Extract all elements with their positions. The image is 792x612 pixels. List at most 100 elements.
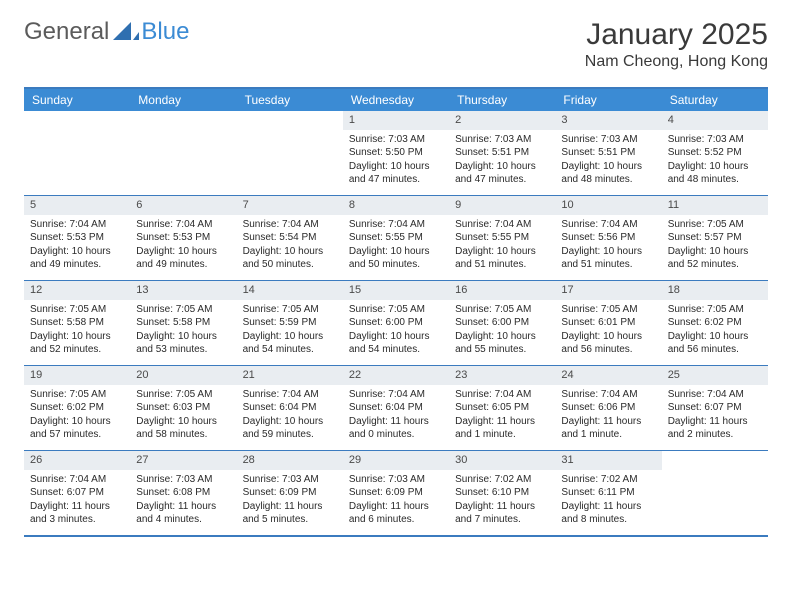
- day-details: Sunrise: 7:03 AMSunset: 6:09 PMDaylight:…: [343, 472, 449, 531]
- day-number: 17: [555, 281, 661, 300]
- day-details: Sunrise: 7:04 AMSunset: 5:54 PMDaylight:…: [237, 217, 343, 276]
- day-number: 24: [555, 366, 661, 385]
- day-cell: 20 Sunrise: 7:05 AMSunset: 6:03 PMDayligh…: [130, 366, 236, 450]
- day-cell: 9Sunrise: 7:04 AMSunset: 5:55 PMDaylight…: [449, 196, 555, 280]
- sunset-line: Sunset: 5:55 PM: [349, 231, 443, 245]
- day-cell: 26Sunrise: 7:04 AMSunset: 6:07 PMDayligh…: [24, 451, 130, 535]
- header: General Blue January 2025 Nam Cheong, Ho…: [24, 18, 768, 71]
- day-details: Sunrise: 7:05 AMSunset: 6:03 PMDaylight:…: [130, 387, 236, 446]
- day-number: 9: [449, 196, 555, 215]
- day-cell: 7Sunrise: 7:04 AMSunset: 5:54 PMDaylight…: [237, 196, 343, 280]
- day-details: Sunrise: 7:04 AMSunset: 6:04 PMDaylight:…: [237, 387, 343, 446]
- day-header: Thursday: [449, 89, 555, 111]
- day-cell: 15Sunrise: 7:05 AMSunset: 6:00 PMDayligh…: [343, 281, 449, 365]
- daylight-line: Daylight: 10 hours and 50 minutes.: [349, 245, 443, 272]
- day-cell: 13Sunrise: 7:05 AMSunset: 5:58 PMDayligh…: [130, 281, 236, 365]
- day-cell: 4 Sunrise: 7:03 AMSunset: 5:52 PMDaylight…: [662, 111, 768, 195]
- day-cell: .: [662, 451, 768, 535]
- sunset-line: Sunset: 6:02 PM: [668, 316, 762, 330]
- day-header: Wednesday: [343, 89, 449, 111]
- sunset-line: Sunset: 6:04 PM: [349, 401, 443, 415]
- daylight-line: Daylight: 11 hours and 1 minute.: [455, 415, 549, 442]
- day-details: Sunrise: 7:03 AMSunset: 6:08 PMDaylight:…: [130, 472, 236, 531]
- day-details: Sunrise: 7:04 AMSunset: 5:55 PMDaylight:…: [343, 217, 449, 276]
- sunset-line: Sunset: 5:51 PM: [561, 146, 655, 160]
- day-details: Sunrise: 7:05 AMSunset: 5:58 PMDaylight:…: [24, 302, 130, 361]
- weeks-container: ...1Sunrise: 7:03 AMSunset: 5:50 PMDayli…: [24, 111, 768, 537]
- day-number: 12: [24, 281, 130, 300]
- day-details: Sunrise: 7:05 AMSunset: 5:59 PMDaylight:…: [237, 302, 343, 361]
- daylight-line: Daylight: 10 hours and 52 minutes.: [668, 245, 762, 272]
- daylight-line: Daylight: 11 hours and 0 minutes.: [349, 415, 443, 442]
- daylight-line: Daylight: 10 hours and 56 minutes.: [668, 330, 762, 357]
- day-details: Sunrise: 7:04 AMSunset: 6:07 PMDaylight:…: [24, 472, 130, 531]
- week-row: ...1Sunrise: 7:03 AMSunset: 5:50 PMDayli…: [24, 111, 768, 196]
- day-cell: 1Sunrise: 7:03 AMSunset: 5:50 PMDaylight…: [343, 111, 449, 195]
- day-number: 14: [237, 281, 343, 300]
- sunrise-line: Sunrise: 7:05 AM: [30, 303, 124, 317]
- sunset-line: Sunset: 6:02 PM: [30, 401, 124, 415]
- day-cell: .: [24, 111, 130, 195]
- day-number: 27: [130, 451, 236, 470]
- daylight-line: Daylight: 11 hours and 4 minutes.: [136, 500, 230, 527]
- sunrise-line: Sunrise: 7:05 AM: [561, 303, 655, 317]
- day-details: Sunrise: 7:04 AMSunset: 5:56 PMDaylight:…: [555, 217, 661, 276]
- day-number: 20: [130, 366, 236, 385]
- day-number: 18: [662, 281, 768, 300]
- day-cell: 2Sunrise: 7:03 AMSunset: 5:51 PMDaylight…: [449, 111, 555, 195]
- sunset-line: Sunset: 5:55 PM: [455, 231, 549, 245]
- day-cell: 29 Sunrise: 7:03 AMSunset: 6:09 PMDayligh…: [343, 451, 449, 535]
- day-number: 6: [130, 196, 236, 215]
- day-cell: 11Sunrise: 7:05 AMSunset: 5:57 PMDayligh…: [662, 196, 768, 280]
- sunset-line: Sunset: 5:53 PM: [136, 231, 230, 245]
- day-details: Sunrise: 7:05 AMSunset: 5:58 PMDaylight:…: [130, 302, 236, 361]
- sunrise-line: Sunrise: 7:05 AM: [668, 218, 762, 232]
- sunrise-line: Sunrise: 7:04 AM: [668, 388, 762, 402]
- logo-text-2: Blue: [141, 18, 189, 46]
- daylight-line: Daylight: 10 hours and 54 minutes.: [349, 330, 443, 357]
- daylight-line: Daylight: 10 hours and 59 minutes.: [243, 415, 337, 442]
- month-title: January 2025: [585, 18, 768, 51]
- day-number: 19: [24, 366, 130, 385]
- daylight-line: Daylight: 10 hours and 54 minutes.: [243, 330, 337, 357]
- daylight-line: Daylight: 10 hours and 52 minutes.: [30, 330, 124, 357]
- day-cell: 23Sunrise: 7:04 AMSunset: 6:05 PMDayligh…: [449, 366, 555, 450]
- day-number: 29: [343, 451, 449, 470]
- daylight-line: Daylight: 10 hours and 48 minutes.: [561, 160, 655, 187]
- daylight-line: Daylight: 10 hours and 57 minutes.: [30, 415, 124, 442]
- day-number: 5: [24, 196, 130, 215]
- sunset-line: Sunset: 5:53 PM: [30, 231, 124, 245]
- day-details: Sunrise: 7:03 AMSunset: 5:52 PMDaylight:…: [662, 132, 768, 191]
- sunset-line: Sunset: 6:07 PM: [668, 401, 762, 415]
- sunset-line: Sunset: 5:51 PM: [455, 146, 549, 160]
- page: General Blue January 2025 Nam Cheong, Ho…: [0, 0, 792, 555]
- sunset-line: Sunset: 5:58 PM: [30, 316, 124, 330]
- sunrise-line: Sunrise: 7:04 AM: [349, 388, 443, 402]
- sunset-line: Sunset: 6:11 PM: [561, 486, 655, 500]
- day-details: Sunrise: 7:05 AMSunset: 6:01 PMDaylight:…: [555, 302, 661, 361]
- day-details: Sunrise: 7:03 AMSunset: 5:51 PMDaylight:…: [449, 132, 555, 191]
- sunrise-line: Sunrise: 7:04 AM: [349, 218, 443, 232]
- sunrise-line: Sunrise: 7:04 AM: [30, 218, 124, 232]
- daylight-line: Daylight: 10 hours and 53 minutes.: [136, 330, 230, 357]
- day-number: 4: [662, 111, 768, 130]
- sunset-line: Sunset: 5:59 PM: [243, 316, 337, 330]
- sunrise-line: Sunrise: 7:04 AM: [30, 473, 124, 487]
- day-cell: 21Sunrise: 7:04 AMSunset: 6:04 PMDayligh…: [237, 366, 343, 450]
- day-number: 8: [343, 196, 449, 215]
- location: Nam Cheong, Hong Kong: [585, 53, 768, 71]
- week-row: 19Sunrise: 7:05 AMSunset: 6:02 PMDayligh…: [24, 366, 768, 451]
- day-details: Sunrise: 7:03 AMSunset: 5:50 PMDaylight:…: [343, 132, 449, 191]
- day-header: Monday: [130, 89, 236, 111]
- day-cell: 30Sunrise: 7:02 AMSunset: 6:10 PMDayligh…: [449, 451, 555, 535]
- day-header: Friday: [555, 89, 661, 111]
- day-header: Tuesday: [237, 89, 343, 111]
- sunset-line: Sunset: 6:09 PM: [349, 486, 443, 500]
- sunrise-line: Sunrise: 7:03 AM: [136, 473, 230, 487]
- daylight-line: Daylight: 11 hours and 2 minutes.: [668, 415, 762, 442]
- daylight-line: Daylight: 10 hours and 51 minutes.: [561, 245, 655, 272]
- daylight-line: Daylight: 10 hours and 56 minutes.: [561, 330, 655, 357]
- sunset-line: Sunset: 5:52 PM: [668, 146, 762, 160]
- sunrise-line: Sunrise: 7:05 AM: [136, 388, 230, 402]
- day-number: 23: [449, 366, 555, 385]
